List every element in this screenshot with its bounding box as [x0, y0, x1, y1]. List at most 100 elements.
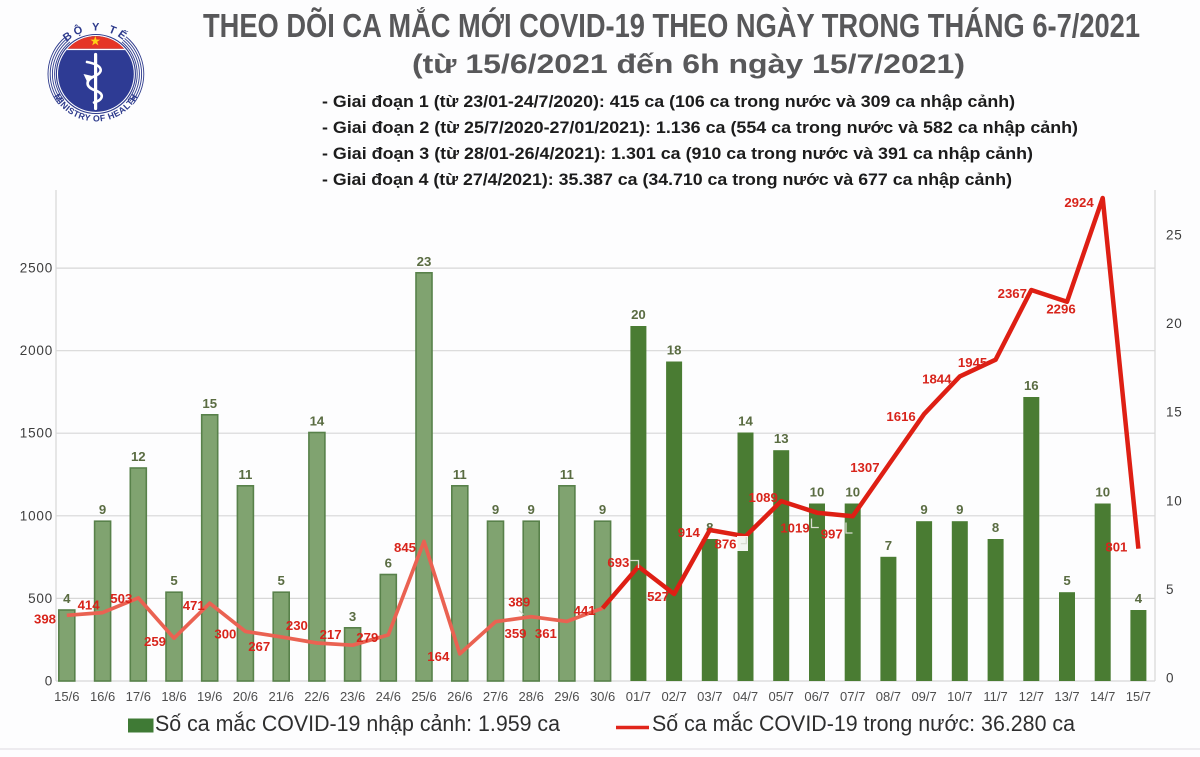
svg-text:801: 801	[1105, 540, 1127, 555]
svg-text:8: 8	[992, 520, 999, 535]
svg-text:11: 11	[560, 467, 574, 482]
svg-text:361: 361	[535, 626, 557, 641]
svg-text:15: 15	[202, 396, 217, 411]
svg-text:230: 230	[286, 618, 308, 633]
svg-text:1000: 1000	[20, 508, 53, 523]
svg-text:14/7: 14/7	[1090, 689, 1115, 704]
svg-text:1616: 1616	[886, 409, 915, 424]
svg-text:20: 20	[631, 307, 646, 322]
svg-text:15/6: 15/6	[54, 689, 79, 704]
svg-text:300: 300	[214, 626, 236, 641]
svg-text:259: 259	[144, 634, 166, 649]
svg-text:2924: 2924	[1064, 195, 1094, 210]
svg-text:500: 500	[28, 591, 53, 606]
svg-text:9: 9	[599, 502, 606, 517]
svg-text:19/6: 19/6	[197, 689, 222, 704]
svg-text:28/6: 28/6	[519, 689, 544, 704]
svg-text:5: 5	[1063, 573, 1070, 588]
svg-text:471: 471	[183, 598, 205, 613]
svg-text:08/7: 08/7	[876, 689, 901, 704]
svg-text:441: 441	[574, 603, 596, 618]
svg-text:5: 5	[170, 573, 177, 588]
svg-text:9: 9	[99, 502, 106, 517]
svg-text:1089: 1089	[749, 490, 778, 505]
svg-text:9: 9	[528, 502, 535, 517]
svg-text:01/7: 01/7	[626, 689, 651, 704]
svg-text:11: 11	[238, 467, 252, 482]
svg-text:2367: 2367	[998, 286, 1027, 301]
svg-text:05/7: 05/7	[769, 689, 794, 704]
svg-text:17/6: 17/6	[126, 689, 151, 704]
svg-text:03/7: 03/7	[697, 689, 722, 704]
svg-text:14: 14	[310, 414, 325, 429]
svg-text:25/6: 25/6	[411, 689, 436, 704]
svg-text:2296: 2296	[1046, 301, 1075, 316]
svg-text:12: 12	[131, 449, 146, 464]
svg-text:9: 9	[492, 502, 499, 517]
svg-text:5: 5	[278, 573, 285, 588]
svg-text:16: 16	[1024, 378, 1039, 393]
svg-text:- Giai đoạn 4 (từ 27/4/2021):: - Giai đoạn 4 (từ 27/4/2021): 35.387 ca …	[322, 171, 1012, 189]
svg-text:1844: 1844	[922, 371, 952, 386]
svg-text:- Giai đoạn 2 (từ 25/7/2020-27: - Giai đoạn 2 (từ 25/7/2020-27/01/2021):…	[322, 119, 1078, 137]
svg-text:(từ 15/6/2021 đến 6h ngày 15/7: (từ 15/6/2021 đến 6h ngày 15/7/2021)	[412, 49, 965, 79]
svg-text:164: 164	[427, 649, 450, 664]
svg-text:6: 6	[385, 556, 392, 571]
svg-text:21/6: 21/6	[269, 689, 294, 704]
svg-text:845: 845	[394, 540, 416, 555]
svg-text:- Giai đoạn 1 (từ 23/01-24/7/2: - Giai đoạn 1 (từ 23/01-24/7/2020): 415 …	[322, 93, 1015, 111]
svg-text:26/6: 26/6	[447, 689, 472, 704]
svg-text:1945: 1945	[958, 355, 987, 370]
svg-text:02/7: 02/7	[661, 689, 686, 704]
svg-text:9: 9	[920, 502, 927, 517]
svg-text:1307: 1307	[850, 460, 879, 475]
svg-text:Số ca mắc COVID-19 nhập cảnh:: Số ca mắc COVID-19 nhập cảnh: 1.959 ca	[155, 711, 561, 736]
svg-text:13: 13	[774, 431, 789, 446]
svg-text:27/6: 27/6	[483, 689, 508, 704]
svg-text:1500: 1500	[20, 426, 53, 441]
svg-text:503: 503	[110, 591, 132, 606]
svg-text:15: 15	[1166, 405, 1183, 420]
svg-text:THEO DÕI CA MẮC MỚI COVID-19 T: THEO DÕI CA MẮC MỚI COVID-19 THEO NGÀY T…	[203, 7, 1140, 44]
svg-text:11/7: 11/7	[983, 689, 1007, 704]
svg-text:279: 279	[356, 630, 378, 645]
svg-text:389: 389	[508, 595, 530, 610]
svg-text:11: 11	[453, 467, 467, 482]
svg-text:23: 23	[417, 254, 432, 269]
svg-text:2000: 2000	[20, 343, 53, 358]
svg-text:15/7: 15/7	[1126, 689, 1151, 704]
svg-text:16/6: 16/6	[90, 689, 115, 704]
svg-text:0: 0	[45, 674, 53, 689]
svg-text:23/6: 23/6	[340, 689, 365, 704]
svg-text:12/7: 12/7	[1019, 689, 1044, 704]
svg-text:414: 414	[78, 598, 101, 613]
svg-text:04/7: 04/7	[733, 689, 758, 704]
svg-text:914: 914	[678, 525, 701, 540]
svg-text:24/6: 24/6	[376, 689, 401, 704]
svg-text:3: 3	[349, 609, 356, 624]
svg-text:30/6: 30/6	[590, 689, 615, 704]
svg-text:29/6: 29/6	[554, 689, 579, 704]
svg-text:359: 359	[504, 626, 526, 641]
svg-text:20/6: 20/6	[233, 689, 258, 704]
svg-text:10/7: 10/7	[947, 689, 972, 704]
svg-text:2500: 2500	[20, 261, 53, 276]
svg-text:18/6: 18/6	[161, 689, 186, 704]
svg-text:267: 267	[248, 639, 270, 654]
svg-text:25: 25	[1166, 228, 1183, 243]
svg-text:4: 4	[1135, 591, 1143, 606]
svg-text:217: 217	[320, 627, 342, 642]
svg-text:22/6: 22/6	[304, 689, 329, 704]
svg-text:527: 527	[647, 589, 669, 604]
svg-text:20: 20	[1166, 316, 1183, 331]
svg-text:06/7: 06/7	[804, 689, 829, 704]
svg-text:10: 10	[845, 485, 860, 500]
svg-text:0: 0	[1166, 671, 1174, 686]
svg-text:9: 9	[956, 502, 963, 517]
svg-text:693: 693	[607, 555, 629, 570]
svg-text:876: 876	[714, 536, 736, 551]
svg-text:7: 7	[885, 538, 892, 553]
svg-text:10: 10	[810, 485, 825, 500]
svg-text:997: 997	[821, 526, 843, 541]
svg-text:8: 8	[706, 520, 713, 535]
